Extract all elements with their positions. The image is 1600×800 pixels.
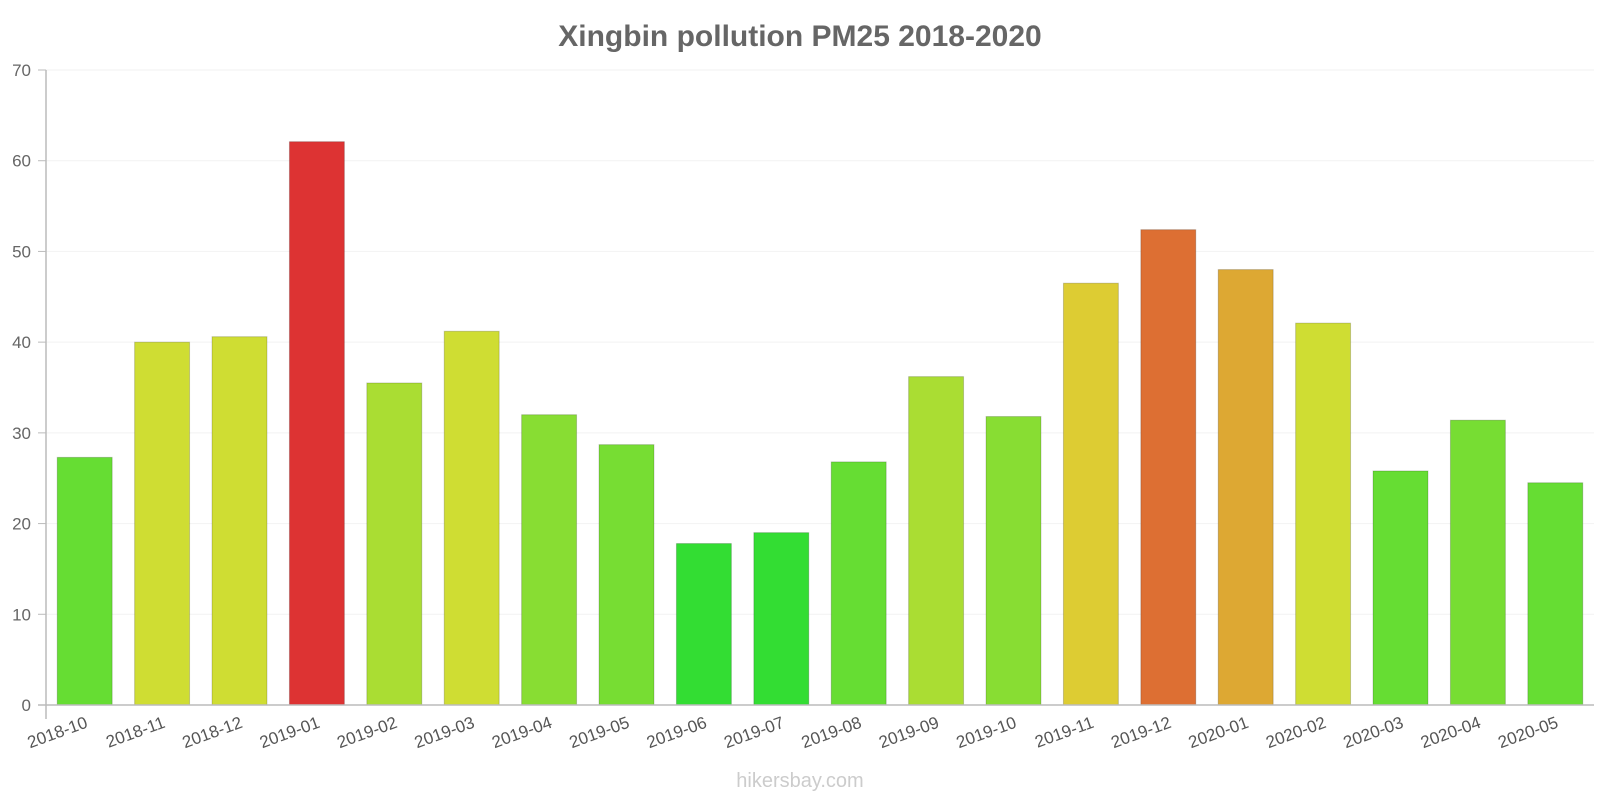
x-tick-label: 2020-04 bbox=[1418, 713, 1483, 752]
x-tick-label: 2019-12 bbox=[1109, 713, 1174, 752]
chart-title: Xingbin pollution PM25 2018-2020 bbox=[558, 20, 1041, 53]
x-tick-label: 2019-09 bbox=[876, 713, 941, 752]
x-tick-label: 2019-03 bbox=[412, 713, 477, 752]
bar-2020-05 bbox=[1527, 482, 1584, 706]
y-tick-label: 60 bbox=[12, 152, 31, 171]
bar-2020-03 bbox=[1372, 470, 1429, 706]
bar-2019-12 bbox=[1140, 229, 1197, 706]
x-tick-label: 2019-05 bbox=[567, 713, 632, 752]
x-tick-label: 2020-01 bbox=[1186, 713, 1251, 752]
x-tick-label: 2019-06 bbox=[644, 713, 709, 752]
y-tick-label: 70 bbox=[12, 61, 31, 80]
x-tick-label: 2018-10 bbox=[25, 713, 90, 752]
x-tick-label: 2020-03 bbox=[1341, 713, 1406, 752]
bar-2020-01 bbox=[1217, 269, 1274, 706]
x-tick-label: 2018-11 bbox=[104, 713, 168, 752]
y-tick-label: 10 bbox=[12, 605, 31, 624]
bar-2018-10 bbox=[56, 456, 113, 706]
bar-2019-10 bbox=[985, 416, 1042, 706]
bar-2018-11 bbox=[134, 341, 191, 706]
x-tick-label: 2020-02 bbox=[1263, 713, 1328, 752]
x-tick-label: 2020-05 bbox=[1496, 713, 1561, 752]
x-tick-label: 2019-08 bbox=[799, 713, 864, 752]
x-axis-ticks: 2018-10 2018-11 2018-12 2019-01 2019-02 2019-… bbox=[25, 713, 1561, 752]
axes bbox=[38, 70, 1594, 719]
y-axis-ticks: 0 10 20 30 40 50 60 70 bbox=[12, 61, 46, 715]
bars-group bbox=[56, 141, 1584, 706]
bar-2020-04 bbox=[1449, 419, 1506, 706]
bar-2019-01 bbox=[288, 141, 345, 706]
x-tick-label: 2019-07 bbox=[722, 713, 787, 752]
bar-2020-02 bbox=[1295, 322, 1352, 706]
bar-2019-07 bbox=[753, 532, 810, 706]
x-tick-label: 2018-12 bbox=[180, 713, 245, 752]
y-tick-label: 50 bbox=[12, 242, 31, 261]
x-tick-label: 2019-10 bbox=[954, 713, 1019, 752]
x-tick-label: 2019-02 bbox=[335, 713, 400, 752]
x-tick-label: 2019-04 bbox=[489, 713, 554, 752]
bar-2019-09 bbox=[908, 376, 965, 706]
bar-2019-06 bbox=[675, 543, 732, 706]
bar-2019-04 bbox=[521, 414, 578, 706]
bar-2019-02 bbox=[366, 382, 423, 706]
bar-2019-08 bbox=[830, 461, 887, 706]
bar-2019-11 bbox=[1062, 282, 1119, 706]
y-tick-label: 40 bbox=[12, 333, 31, 352]
y-tick-label: 0 bbox=[22, 696, 31, 715]
x-tick-label: 2019-01 bbox=[257, 713, 322, 752]
grid-lines bbox=[46, 69, 1594, 615]
bar-2019-05 bbox=[598, 444, 655, 706]
x-tick-label: 2019-11 bbox=[1032, 713, 1096, 752]
bar-2019-03 bbox=[443, 330, 500, 706]
y-tick-label: 20 bbox=[12, 515, 31, 534]
y-tick-label: 30 bbox=[12, 424, 31, 443]
bar-2018-12 bbox=[211, 336, 268, 706]
watermark: hikersbay.com bbox=[736, 770, 863, 792]
